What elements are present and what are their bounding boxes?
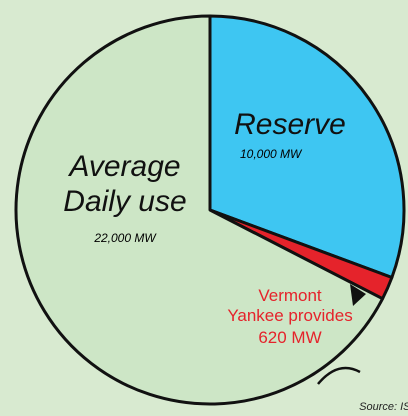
value-label: 620 MW (258, 328, 322, 347)
arrow (317, 366, 361, 385)
pie-slice (208, 14, 406, 280)
pie-slice (14, 14, 385, 406)
slice-label: Reserve (234, 108, 346, 141)
value-label: 22,000 MW (94, 231, 156, 245)
arrow-head (350, 284, 366, 306)
slice-label: Vermont Yankee provides (227, 286, 353, 325)
slice-label: Average Daily use (63, 150, 187, 218)
value-label: 10,000 MW (240, 147, 302, 161)
source: Source: ISO-NE (359, 401, 408, 413)
